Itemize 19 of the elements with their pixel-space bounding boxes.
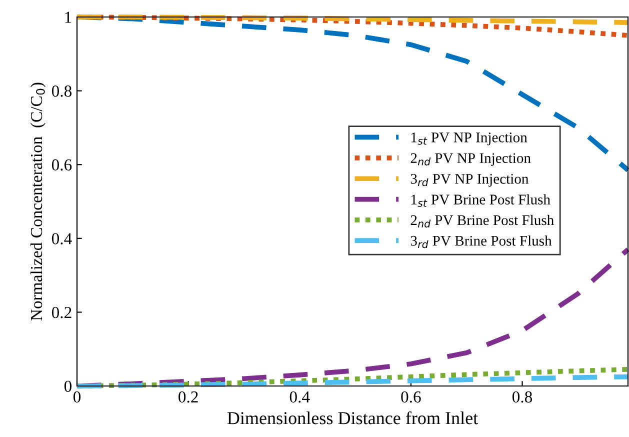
y-tick-label: 0.8 <box>52 86 72 97</box>
x-tick-label: 0.8 <box>512 391 532 403</box>
x-tick-label: 0.6 <box>401 391 421 403</box>
x-tick-label: 0.2 <box>178 391 198 403</box>
x-axis-title: Dimensionless Distance from Inlet <box>227 411 478 424</box>
y-tick-label: 1 <box>65 12 72 23</box>
legend-label: 1$_{st}$ PV Brine Post Flush <box>411 194 550 207</box>
legend-label: 3$_{rd}$ PV NP Injection <box>410 174 529 187</box>
y-tick-label: 0 <box>64 380 72 392</box>
x-tick-label: 0.4 <box>290 391 310 403</box>
y-tick-label: 0.6 <box>52 159 72 171</box>
legend-label: 2$_{nd}$ PV NP Injection <box>410 153 531 166</box>
y-tick-label: 0.2 <box>52 306 72 318</box>
legend-label: 3$_{rd}$ PV Brine Post Flush <box>410 235 552 248</box>
y-axis-title: Normalized Concenteration (C/C$_{0}$) <box>30 82 46 321</box>
legend-label: 2$_{nd}$ PV Brine Post Flush <box>410 214 554 228</box>
y-tick-label: 0.4 <box>52 233 72 244</box>
legend-label: 1$_{st}$ PV NP Injection <box>411 132 528 146</box>
x-tick-label: 0 <box>73 391 81 403</box>
